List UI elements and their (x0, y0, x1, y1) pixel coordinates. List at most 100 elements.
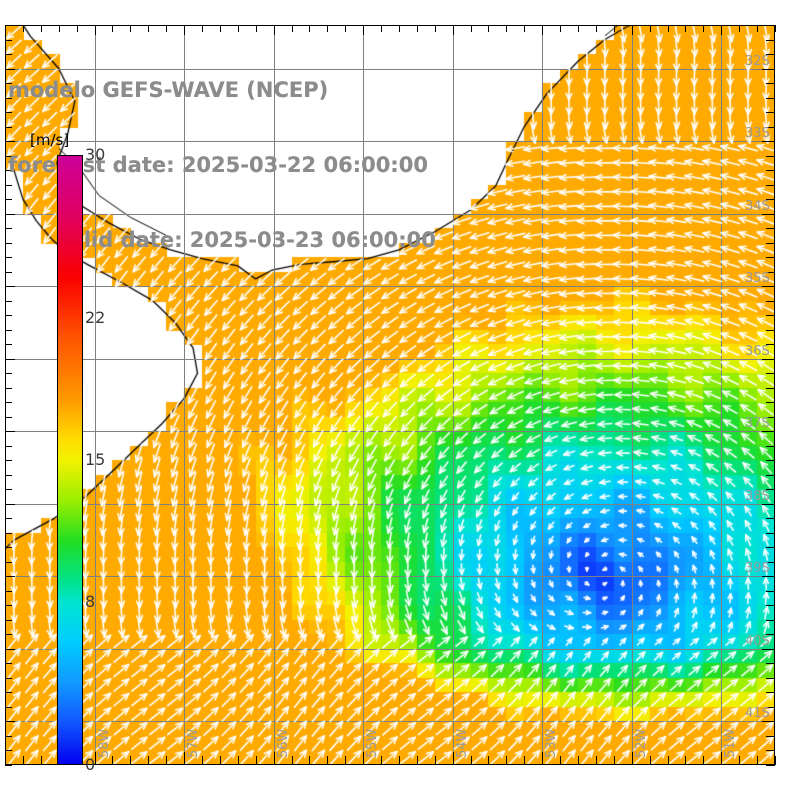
tick-right (766, 547, 775, 548)
tick-right (762, 431, 775, 432)
tick-bottom (721, 752, 722, 765)
tick-bottom (685, 756, 686, 765)
tick-left (5, 156, 12, 157)
tick-left (5, 402, 12, 403)
tick-bottom (23, 756, 24, 765)
tick-top (41, 25, 42, 32)
tick-right (766, 257, 775, 258)
lon-label-58W: 58W (96, 728, 112, 758)
tick-bottom (95, 752, 96, 765)
lon-label-56W: 56W (275, 728, 291, 758)
tick-top (614, 25, 615, 32)
tick-right (762, 359, 775, 360)
tick-top (471, 25, 472, 32)
tick-bottom (220, 756, 221, 765)
colorbar-tick-30: 30 (85, 145, 106, 164)
tick-left (5, 663, 12, 664)
tick-bottom (739, 756, 740, 765)
tick-bottom (417, 756, 418, 765)
tick-top (292, 25, 293, 32)
tick-right (762, 214, 775, 215)
tick-right (762, 141, 775, 142)
tick-right (766, 417, 775, 418)
tick-top (345, 25, 346, 32)
tick-left (5, 721, 15, 722)
tick-bottom (757, 756, 758, 765)
tick-right (766, 40, 775, 41)
tick-left (5, 257, 12, 258)
tick-left (5, 286, 15, 287)
lat-label-36S: 36S (745, 343, 770, 359)
tick-top (77, 25, 78, 32)
tick-left (5, 431, 15, 432)
lon-label-51W: 51W (723, 728, 739, 758)
tick-right (762, 721, 775, 722)
tick-bottom (166, 756, 167, 765)
lat-label-35S: 35S (745, 271, 770, 287)
tick-left (5, 634, 12, 635)
tick-left (5, 591, 12, 592)
map-plot-area[interactable] (5, 25, 775, 765)
tick-left (5, 243, 12, 244)
tick-top (363, 25, 364, 35)
tick-top (23, 25, 24, 32)
tick-right (766, 562, 775, 563)
tick-left (5, 446, 12, 447)
tick-right (766, 605, 775, 606)
tick-right (766, 185, 775, 186)
tick-bottom (327, 756, 328, 765)
lon-label-57W: 57W (186, 728, 202, 758)
tick-right (766, 692, 775, 693)
tick-top (381, 25, 382, 32)
tick-top (524, 25, 525, 32)
tick-top (5, 25, 6, 35)
title-model-line: modelo GEFS-WAVE (NCEP) (8, 78, 329, 102)
tick-top (668, 25, 669, 32)
tick-right (766, 156, 775, 157)
tick-left (5, 315, 12, 316)
tick-right (766, 620, 775, 621)
tick-left (5, 272, 12, 273)
tick-bottom (399, 756, 400, 765)
tick-left (5, 199, 12, 200)
tick-bottom (363, 752, 364, 765)
tick-right (766, 533, 775, 534)
tick-bottom (614, 756, 615, 765)
tick-bottom (238, 756, 239, 765)
tick-left (5, 54, 12, 55)
tick-top (256, 25, 257, 32)
tick-right (766, 750, 775, 751)
tick-top (202, 25, 203, 32)
tick-right (766, 228, 775, 229)
tick-left (5, 330, 12, 331)
tick-right (766, 736, 775, 737)
tick-right (766, 489, 775, 490)
tick-top (703, 25, 704, 32)
tick-left (5, 504, 15, 505)
tick-bottom (184, 752, 185, 765)
tick-left (5, 649, 15, 650)
lat-label-33S: 33S (745, 126, 770, 142)
tick-bottom (292, 756, 293, 765)
lon-label-55W: 55W (365, 728, 381, 758)
tick-left (5, 750, 12, 751)
tick-left (5, 678, 12, 679)
tick-bottom (560, 756, 561, 765)
lat-label-38S: 38S (745, 488, 770, 504)
tick-right (766, 127, 775, 128)
tick-left (5, 170, 12, 171)
tick-right (766, 330, 775, 331)
tick-top (417, 25, 418, 32)
colorbar-legend[interactable] (57, 155, 83, 765)
tick-top (220, 25, 221, 32)
tick-right (766, 112, 775, 113)
tick-bottom (578, 756, 579, 765)
colorbar-gradient (57, 155, 83, 765)
tick-right (766, 475, 775, 476)
tick-top (739, 25, 740, 32)
tick-left (5, 359, 15, 360)
tick-top (327, 25, 328, 32)
tick-bottom (453, 752, 454, 765)
tick-right (766, 634, 775, 635)
